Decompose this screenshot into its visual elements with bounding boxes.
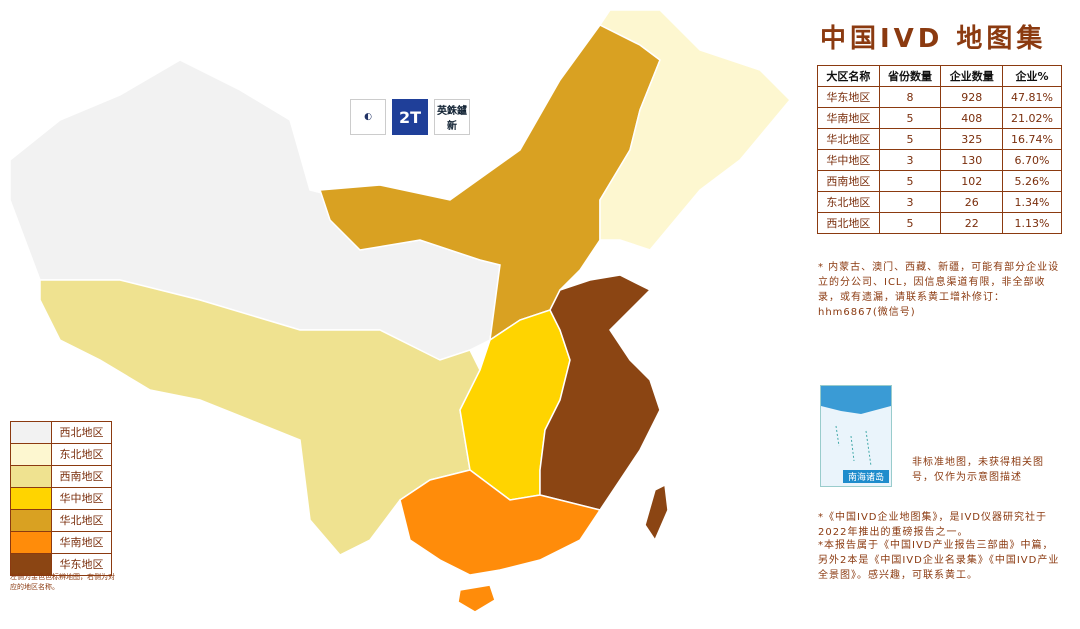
table-row: 华南地区 5 408 21.02% (817, 107, 1062, 129)
logos: ◐ 2T 英銖鑪新 (350, 99, 470, 135)
table-cell: 东北地区 (817, 191, 880, 213)
legend-swatch (11, 510, 52, 531)
table-header: 大区名称 (817, 65, 880, 87)
map-region (539, 274, 661, 511)
inset-map: 南海诸岛 (820, 385, 892, 487)
legend-swatch (11, 532, 52, 553)
logo: 2T (392, 99, 428, 135)
table-note: * 内蒙古、澳门、西藏、新疆，可能有部分企业设立的分公司、ICL，因信息渠道有限… (818, 262, 1060, 318)
legend-item: 西南地区 (11, 465, 111, 487)
table-row: 西南地区 5 102 5.26% (817, 170, 1062, 192)
table: 大区名称 省份数量 企业数量 企业% 华东地区 8 928 47.81% 华南地区 5 408 21… (817, 65, 1062, 234)
map-note: 非标准地图，未获得相关图号，仅作为示意图描述 (912, 457, 1044, 483)
logo-icon: ◐ (350, 99, 386, 135)
table-cell: 1.34% (1002, 191, 1062, 213)
legend-label: 西北地区 (59, 426, 104, 439)
map (9, 9, 792, 613)
table-cell: 408 (940, 107, 1004, 129)
map-region (399, 469, 602, 576)
table-cell: 5 (878, 128, 942, 150)
footer-note: *本报告属于《中国IVD产业报告三部曲》中篇，另外2本是《中国IVD企业名录集》… (818, 540, 1060, 581)
table-header: 省份数量 (878, 65, 942, 87)
table-row: 东北地区 3 26 1.34% (817, 191, 1062, 213)
legend: 西北地区东北地区西南地区华中地区华北地区华南地区华东地区 (10, 421, 112, 576)
header-row: 大区名称 省份数量 企业数量 企业% (817, 65, 1062, 87)
legend-label: 华中地区 (59, 492, 104, 505)
legend-label: 华南地区 (59, 536, 104, 549)
table-cell: 3 (878, 191, 942, 213)
table-cell: 928 (940, 86, 1004, 108)
table-cell: 5.26% (1002, 170, 1062, 192)
map-region (644, 483, 669, 542)
table-cell: 26 (940, 191, 1004, 213)
table-cell: 22 (940, 212, 1004, 234)
table-cell: 3 (878, 149, 942, 171)
table-row: 华北地区 5 325 16.74% (817, 128, 1062, 150)
legend-item: 华中地区 (11, 487, 111, 509)
table-cell: 西南地区 (817, 170, 880, 192)
table-cell: 华北地区 (817, 128, 880, 150)
table-cell: 华东地区 (817, 86, 880, 108)
legend-swatch (11, 422, 52, 443)
table-cell: 5 (878, 107, 942, 129)
table-header: 企业% (1002, 65, 1062, 87)
table-cell: 5 (878, 170, 942, 192)
table-cell: 130 (940, 149, 1004, 171)
table-row: 西北地区 5 22 1.13% (817, 212, 1062, 234)
table-row: 华东地区 8 928 47.81% (817, 86, 1062, 108)
table-cell: 西北地区 (817, 212, 880, 234)
map-region (598, 9, 792, 251)
legend-label: 华东地区 (59, 558, 104, 571)
table-cell: 21.02% (1002, 107, 1062, 129)
legend-swatch (11, 444, 52, 465)
table-row: 华中地区 3 130 6.70% (817, 149, 1062, 171)
legend-swatch (11, 554, 52, 575)
legend-swatch (11, 466, 52, 487)
legend-label: 东北地区 (59, 448, 104, 461)
inset-shape (821, 386, 891, 467)
logo: 英銖鑪新 (434, 99, 470, 135)
table-cell: 8 (878, 86, 942, 108)
legend-note: 左侧为金色色标辨地图，右侧为对应的地区名称。 (10, 573, 115, 591)
legend-item: 华东地区 (11, 553, 111, 575)
table-cell: 47.81% (1002, 86, 1062, 108)
footer-note: *《中国IVD企业地图集》，是IVD仪器研究社于2022年推出的重磅报告之一。 (818, 512, 1047, 538)
table-cell: 5 (878, 212, 942, 234)
table-cell: 1.13% (1002, 212, 1062, 234)
legend-item: 东北地区 (11, 443, 111, 465)
legend-label: 西南地区 (59, 470, 104, 483)
table-body: 华东地区 8 928 47.81% 华南地区 5 408 21.02% 华北地区 5 325 16.7… (817, 86, 1062, 234)
title: 中国IVD 地图集 (820, 24, 1047, 54)
inset-label: 南海诸岛 (843, 470, 889, 483)
table-cell: 华南地区 (817, 107, 880, 129)
legend-swatch (11, 488, 52, 509)
map-region (457, 584, 496, 613)
table-header: 企业数量 (940, 65, 1004, 87)
table-cell: 102 (940, 170, 1004, 192)
table-cell: 华中地区 (817, 149, 880, 171)
legend-item: 华北地区 (11, 509, 111, 531)
table-cell: 6.70% (1002, 149, 1062, 171)
legend-item: 华南地区 (11, 531, 111, 553)
table-cell: 325 (940, 128, 1004, 150)
legend-item: 西北地区 (11, 422, 111, 443)
legend-label: 华北地区 (59, 514, 104, 527)
table-cell: 16.74% (1002, 128, 1062, 150)
